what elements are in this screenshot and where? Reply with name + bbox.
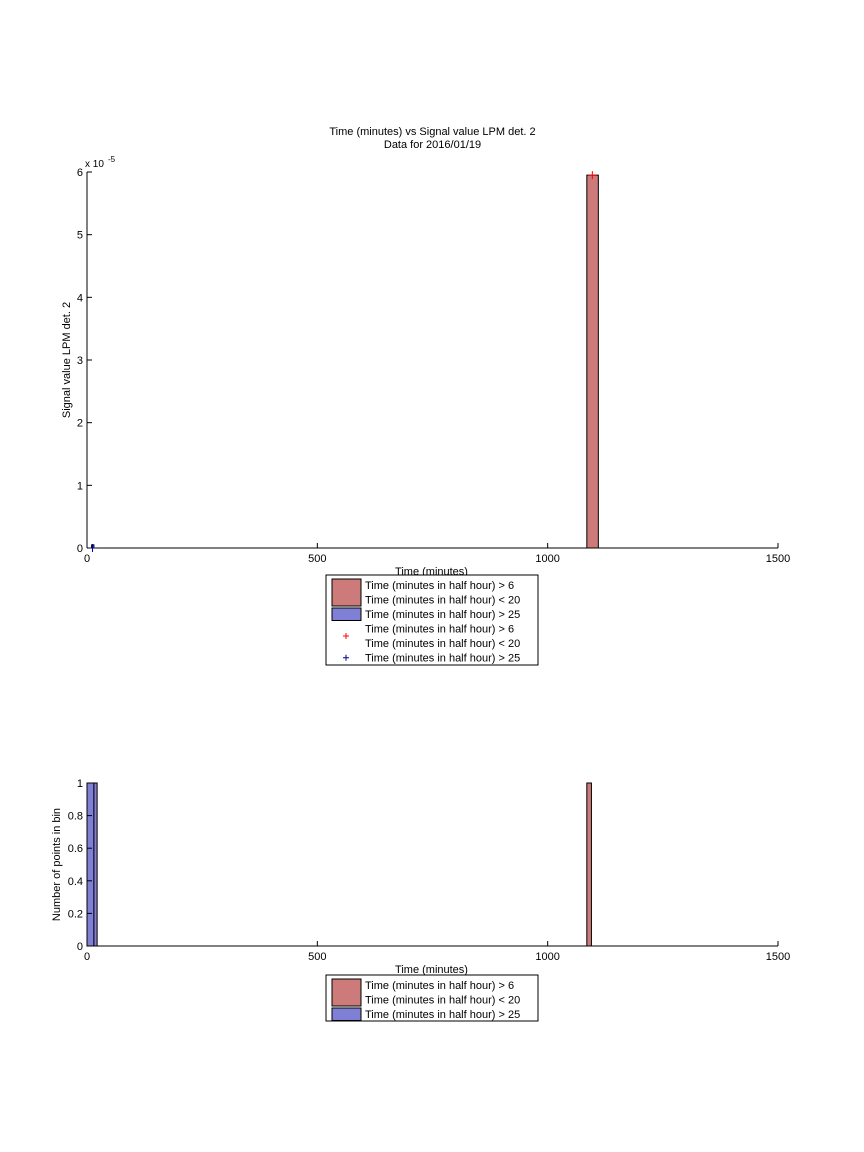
y-tick-label: 1 xyxy=(77,480,83,492)
chart-2: 0 500 1000 1500 0 0.2 0.4 0.6 0.8 1 Time (minutes)… xyxy=(51,778,790,1022)
legend-label: Time (minutes in half hour) < 20 xyxy=(365,638,520,650)
x-tick-label: 1000 xyxy=(535,951,559,963)
legend-label: Time (minutes in half hour) > 6 xyxy=(365,980,514,992)
y-tick-label: 5 xyxy=(77,230,83,242)
y-tick-label: 3 xyxy=(77,355,83,367)
x-axis-label: Time (minutes) xyxy=(395,964,468,976)
y-axis-label: Number of points in bin xyxy=(51,808,63,921)
legend: Time (minutes in half hour) > 6 Time (min… xyxy=(325,974,539,1022)
y-tick-label: 6 xyxy=(77,167,83,179)
legend-swatch xyxy=(331,1007,362,1021)
y-tick-label: 0 xyxy=(77,941,83,953)
legend-swatch xyxy=(331,607,362,621)
y-exponent-label: x 10 xyxy=(85,159,104,170)
x-tick-label: 500 xyxy=(308,951,326,963)
bar xyxy=(586,782,592,947)
x-tick-label: 0 xyxy=(84,553,90,565)
x-tick-label: 1000 xyxy=(535,553,559,565)
legend: Time (minutes in half hour) > 6 Time (min… xyxy=(325,574,539,666)
y-tick-label: 0.2 xyxy=(68,908,83,920)
legend-label: Time (minutes in half hour) > 6 xyxy=(365,580,514,592)
legend-label: Time (minutes in half hour) > 25 xyxy=(365,1009,520,1021)
y-tick-label: 2 xyxy=(77,418,83,430)
y-tick-label: 0.6 xyxy=(68,843,83,855)
bar xyxy=(86,782,95,947)
x-tick-label: 1500 xyxy=(766,951,790,963)
chart-1: 0 500 1000 1500 0 1 2 3 4 5 6x 10 -5 Time (minutes) … xyxy=(61,126,790,666)
legend-label: Time (minutes in half hour) < 20 xyxy=(365,995,520,1007)
legend-label: Time (minutes in half hour) > 25 xyxy=(365,609,520,621)
y-tick-label: 0 xyxy=(77,543,83,555)
legend-label: Time (minutes in half hour) > 6 xyxy=(365,624,514,636)
x-tick-label: 500 xyxy=(308,553,326,565)
chart-subtitle: Data for 2016/01/19 xyxy=(384,139,481,151)
y-axis-label: Signal value LPM det. 2 xyxy=(61,302,73,418)
bar xyxy=(586,174,599,549)
y-tick-label: 0.8 xyxy=(68,811,83,823)
legend-swatch xyxy=(331,578,362,607)
bar xyxy=(93,782,98,947)
y-tick-label: 0.4 xyxy=(68,876,83,888)
plus-marker xyxy=(88,544,97,552)
x-tick-label: 0 xyxy=(84,951,90,963)
legend-label: Time (minutes in half hour) > 25 xyxy=(365,653,520,665)
legend-label: Time (minutes in half hour) < 20 xyxy=(365,595,520,607)
y-tick-label: 4 xyxy=(77,292,83,304)
legend-swatch xyxy=(331,978,362,1007)
x-tick-label: 1500 xyxy=(766,553,790,565)
chart-title: Time (minutes) vs Signal value LPM det. … xyxy=(329,126,535,138)
plus-marker xyxy=(588,171,597,180)
y-tick-label: 1 xyxy=(77,778,83,790)
y-exponent-power: -5 xyxy=(108,155,116,164)
